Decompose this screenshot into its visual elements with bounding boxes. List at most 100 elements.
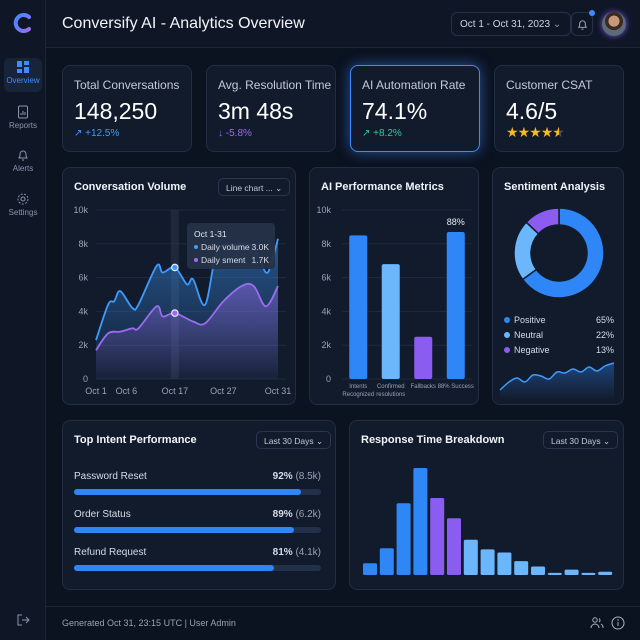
bar bbox=[349, 235, 368, 379]
intent-percent: 92% bbox=[272, 471, 293, 482]
intent-label: Password Reset bbox=[74, 471, 147, 482]
histogram-bar bbox=[463, 539, 478, 575]
legend-dot bbox=[194, 245, 198, 249]
sidebar-item-settings[interactable]: Settings bbox=[4, 190, 42, 224]
histogram-bar bbox=[480, 549, 495, 575]
kpi-value: 3m 48s bbox=[218, 98, 294, 124]
legend-label: Positive bbox=[514, 315, 546, 325]
sentiment-card: Sentiment Analysis Positive 65% Neutral 22%… bbox=[492, 167, 624, 405]
x-tick-label: Oct 1 bbox=[85, 386, 107, 396]
chart-title: Response Time Breakdown bbox=[361, 434, 505, 446]
legend-value: 13% bbox=[596, 345, 614, 355]
data-label: 88% bbox=[447, 217, 465, 227]
kpi-label: Customer CSAT bbox=[506, 78, 593, 92]
donut-slice bbox=[525, 207, 560, 235]
info-icon[interactable] bbox=[611, 616, 625, 630]
tooltip-value: 1.7K bbox=[252, 255, 270, 265]
x-tick-label: Oct 31 bbox=[265, 386, 292, 396]
series-area bbox=[96, 283, 278, 379]
hover-point bbox=[171, 263, 179, 272]
histogram-bar bbox=[447, 518, 461, 575]
tooltip-series-name: Daily sment bbox=[201, 255, 246, 265]
legend-label: Neutral bbox=[514, 330, 543, 340]
date-range-label: Oct 1 - Oct 31, 2023 bbox=[460, 19, 551, 30]
ai-performance-card: AI Performance Metrics 0 2k 4k 6k 8k 10k Inten… bbox=[309, 167, 479, 405]
y-tick-label: 6k bbox=[78, 273, 88, 283]
intent-count: (6.2k) bbox=[295, 509, 321, 520]
chevron-down-icon: ⌄ bbox=[603, 436, 611, 446]
histogram-bar bbox=[396, 503, 411, 575]
avatar[interactable] bbox=[602, 12, 626, 36]
sparkline-area bbox=[500, 363, 614, 400]
intent-percent: 89% bbox=[272, 509, 293, 520]
bar bbox=[446, 231, 465, 379]
intent-row: Password Reset 92% (8.5k) bbox=[74, 471, 321, 495]
x-tick-label: 88% Success bbox=[438, 384, 474, 390]
legend-value: 65% bbox=[596, 315, 614, 325]
y-tick-label: 8k bbox=[321, 239, 331, 249]
kpi-value: 4.6/5 bbox=[506, 98, 558, 124]
footer: Generated Oct 31, 23:15 UTC | User Admin bbox=[46, 606, 640, 640]
star-icon: ★ bbox=[517, 124, 531, 140]
kpi-customer-csat: Customer CSAT 4.6/5 ★★★★★ bbox=[494, 65, 624, 152]
y-tick-label: 6k bbox=[321, 273, 331, 283]
y-tick-label: 0 bbox=[326, 374, 331, 384]
chart-title: AI Performance Metrics bbox=[321, 181, 444, 193]
histogram-bar bbox=[497, 552, 512, 575]
chart-type-dropdown[interactable]: Line chart ... ⌄ bbox=[218, 178, 291, 196]
kpi-value: 148,250 bbox=[74, 98, 158, 124]
x-tick-label: Oct 17 bbox=[162, 386, 189, 396]
dropdown-label: Line chart ... bbox=[226, 183, 273, 193]
star-icon: ★ bbox=[540, 124, 554, 140]
star-icon: ★ bbox=[506, 124, 519, 140]
date-range-picker[interactable]: Oct 1 - Oct 31, 2023 ⌄ bbox=[451, 12, 571, 36]
notifications-button[interactable] bbox=[571, 10, 595, 36]
kpi-total-conversations: Total Conversations 148,250 ↗ +12.5% bbox=[62, 65, 192, 152]
sidebar-item-reports[interactable]: Reports bbox=[4, 103, 42, 137]
intent-count: (4.1k) bbox=[295, 547, 321, 558]
bell-icon bbox=[18, 150, 28, 161]
donut-slice bbox=[521, 207, 605, 299]
progress-track bbox=[74, 527, 321, 533]
sidebar-item-overview[interactable]: Overview bbox=[4, 58, 42, 92]
histogram-bar bbox=[564, 569, 579, 575]
bell-icon bbox=[578, 20, 587, 30]
x-tick-label: Confirmed bbox=[377, 384, 405, 390]
x-tick-label: Oct 6 bbox=[116, 386, 138, 396]
chevron-down-icon: ⌄ bbox=[275, 183, 283, 193]
star-icon: ★ bbox=[552, 124, 565, 140]
y-tick-label: 4k bbox=[78, 306, 88, 316]
response-time-card: Response Time Breakdown Last 30 Days ⌄ bbox=[349, 420, 624, 590]
period-dropdown[interactable]: Last 30 Days ⌄ bbox=[543, 431, 619, 449]
grid-icon bbox=[17, 61, 29, 73]
histogram-bar bbox=[598, 571, 613, 575]
period-dropdown[interactable]: Last 30 Days ⌄ bbox=[256, 431, 332, 449]
progress-fill bbox=[74, 527, 294, 533]
sidebar-item-alerts[interactable]: Alerts bbox=[4, 146, 42, 180]
intent-count: (8.5k) bbox=[295, 471, 321, 482]
y-tick-label: 10k bbox=[73, 205, 88, 215]
x-tick-label: resolutions bbox=[376, 392, 405, 398]
users-icon[interactable] bbox=[590, 616, 604, 630]
progress-track bbox=[74, 565, 321, 571]
x-tick-label: Intents bbox=[349, 384, 367, 390]
gear-icon bbox=[17, 193, 29, 205]
kpi-change: ↓ -5.8% bbox=[218, 128, 252, 139]
top-intent-card: Top Intent Performance Last 30 Days ⌄ Pa… bbox=[62, 420, 336, 590]
logout-icon[interactable] bbox=[16, 613, 30, 627]
y-tick-label: 0 bbox=[83, 374, 88, 384]
footer-text: Generated Oct 31, 23:15 UTC | User Admin bbox=[62, 618, 236, 628]
y-tick-label: 10k bbox=[316, 205, 331, 215]
intent-stat: 92% (8.5k) bbox=[273, 471, 321, 482]
tooltip: Oct 1-31 Daily volume 3.0K Daily sment 1.7K bbox=[187, 223, 275, 269]
kpi-change: ↗ +8.2% bbox=[362, 128, 402, 139]
hover-point bbox=[171, 309, 179, 317]
kpi-label: AI Automation Rate bbox=[362, 78, 466, 92]
progress-fill bbox=[74, 489, 302, 495]
notification-dot bbox=[589, 10, 595, 16]
histogram-bar bbox=[531, 566, 545, 575]
header: Conversify AI - Analytics Overview Oct 1… bbox=[46, 0, 640, 48]
star-rating: ★★★★★ bbox=[506, 124, 565, 141]
legend-label: Negative bbox=[514, 345, 550, 355]
chevron-down-icon: ⌄ bbox=[316, 436, 324, 446]
